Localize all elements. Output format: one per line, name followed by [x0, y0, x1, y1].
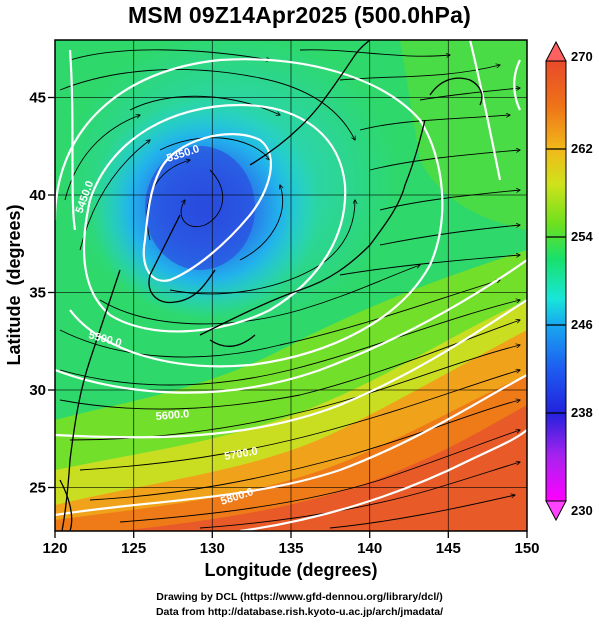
contour-label: 5700.0 — [223, 445, 258, 463]
colorbar-label: 262 — [571, 141, 593, 156]
colorbar-label: 254 — [571, 229, 593, 244]
height-contours — [55, 40, 527, 531]
x-tick-label: 120 — [42, 540, 67, 557]
y-tick-label: 30 — [29, 382, 46, 399]
y-tick-label: 45 — [29, 90, 46, 107]
chart-title: MSM 09Z14Apr2025 (500.0hPa) — [128, 2, 471, 28]
credit-line: Data from http://database.rish.kyoto-u.a… — [155, 606, 444, 618]
x-axis-label: Longitude (degrees) — [204, 560, 377, 580]
contour-label: 5600.0 — [155, 408, 190, 423]
x-tick-label: 130 — [200, 540, 225, 557]
credit-line: Drawing by DCL (https://www.gfd-dennou.o… — [156, 591, 443, 603]
x-tick-label: 140 — [357, 540, 382, 557]
axis-ticks — [48, 96, 528, 538]
colorbar-label: 246 — [571, 317, 593, 332]
map-plot-area — [55, 40, 527, 531]
coastlines — [59, 40, 483, 531]
x-tick-label: 150 — [514, 540, 539, 557]
colorbar-label: 230 — [571, 503, 593, 518]
x-tick-label: 125 — [121, 540, 146, 557]
wind-streamlines — [59, 49, 520, 529]
y-axis-label: Latitude (degrees) — [4, 204, 24, 365]
y-tick-label: 35 — [29, 285, 46, 302]
credits: Drawing by DCL (https://www.gfd-dennou.o… — [0, 590, 599, 620]
colorbar-max-arrow — [545, 40, 567, 62]
colorbar: 270 262 254 246 238 230 — [545, 40, 593, 522]
colorbar-label: 270 — [571, 49, 593, 64]
colorbar-min-arrow — [545, 500, 567, 522]
colorbar-label: 238 — [571, 405, 593, 420]
colorbar-scale — [545, 60, 567, 502]
y-tick-label: 25 — [29, 480, 46, 497]
y-tick-label: 40 — [29, 187, 46, 204]
x-tick-label: 135 — [278, 540, 303, 557]
x-tick-label: 145 — [436, 540, 461, 557]
